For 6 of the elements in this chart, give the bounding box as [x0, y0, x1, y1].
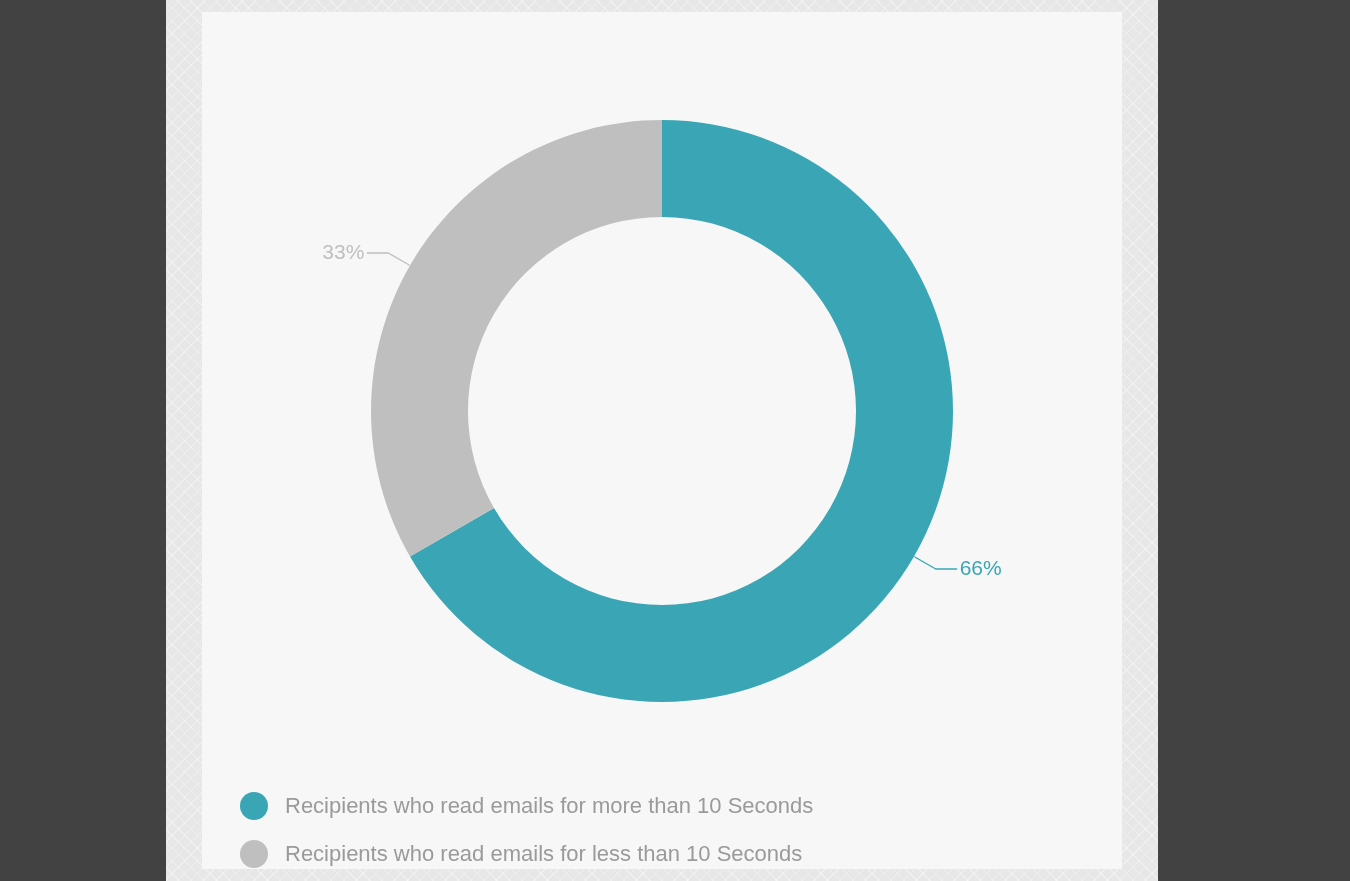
- data-label: 33%: [322, 240, 365, 263]
- data-label: 66%: [959, 556, 1002, 579]
- donut-slice: [371, 120, 662, 557]
- donut-slice: [409, 120, 953, 702]
- legend-label: Recipients who read emails for more than 10 Seconds: [285, 793, 814, 818]
- legend-label: Recipients who read emails for less than 10 Seconds: [285, 841, 803, 866]
